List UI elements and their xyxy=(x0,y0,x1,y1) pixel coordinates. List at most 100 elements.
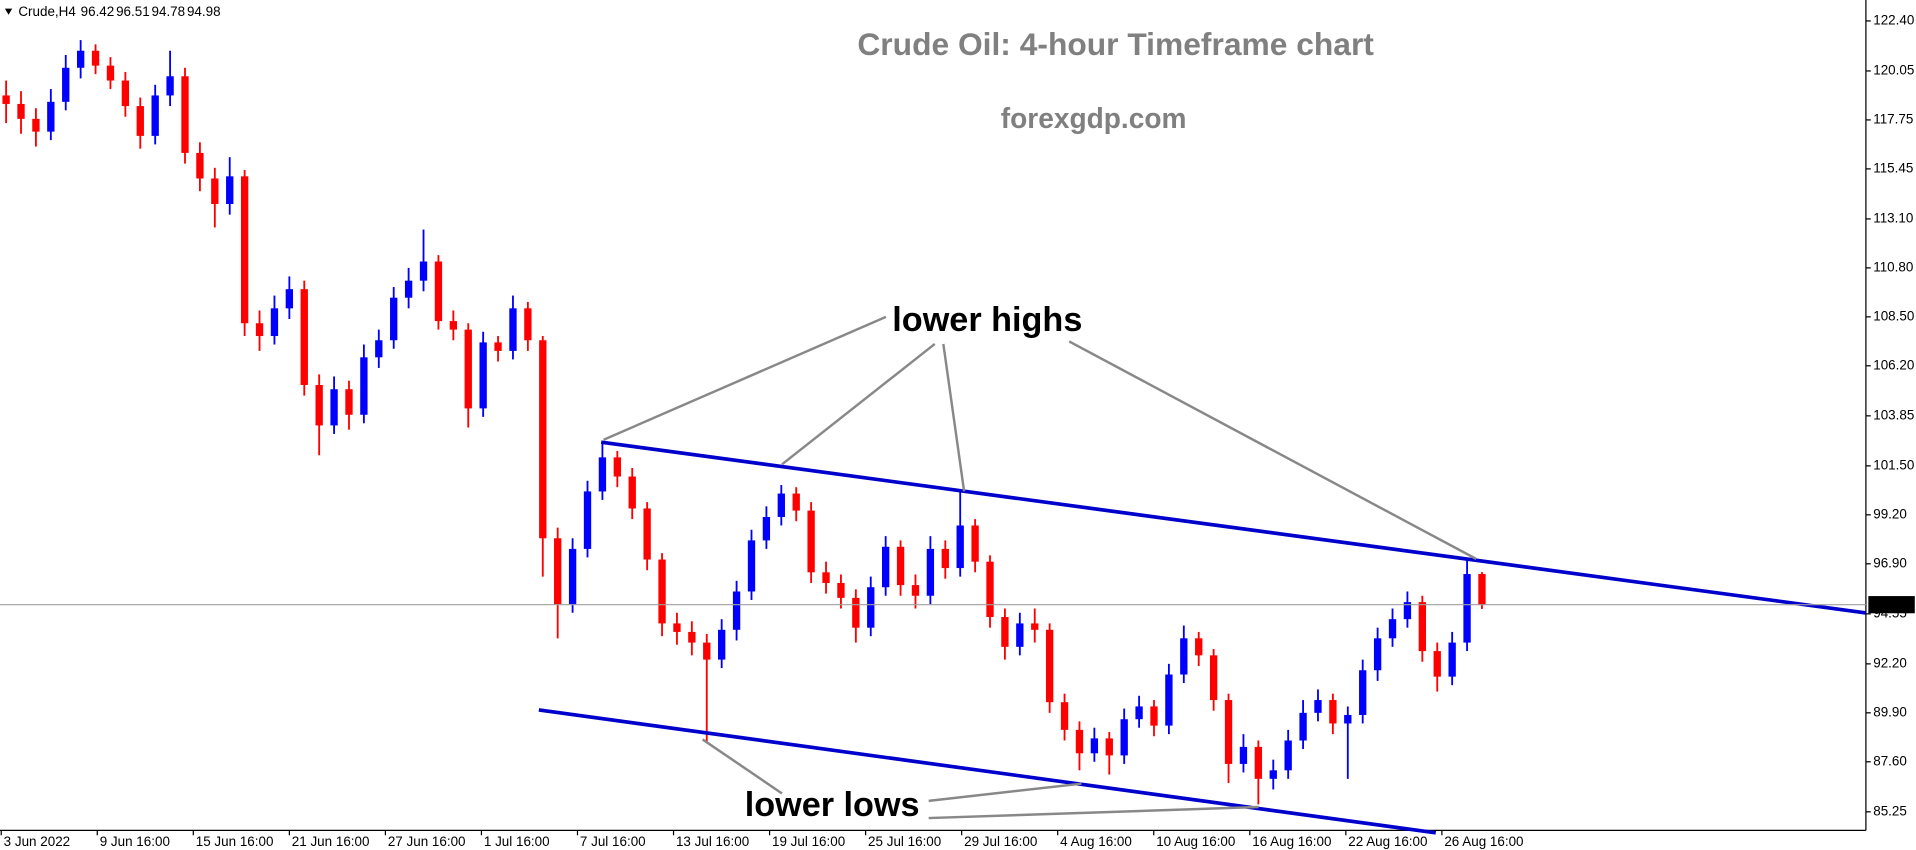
candle-body xyxy=(628,476,636,509)
candle-body xyxy=(539,340,547,539)
x-tick-label: 16 Aug 16:00 xyxy=(1252,834,1331,849)
y-tick-label: 117.75 xyxy=(1873,111,1913,126)
candle-body xyxy=(598,457,607,492)
candle-body xyxy=(330,389,338,426)
candle-body xyxy=(1433,651,1441,677)
candle-body xyxy=(718,629,726,660)
candle-body xyxy=(881,546,890,588)
candle-body xyxy=(703,642,711,660)
y-tick-label: 106.20 xyxy=(1873,357,1914,372)
candle-body xyxy=(643,508,651,560)
candle-body xyxy=(240,176,249,324)
candle-body xyxy=(91,50,100,66)
candle-body xyxy=(226,176,234,205)
candle-body xyxy=(1195,638,1203,656)
candle-body xyxy=(1224,700,1233,764)
candle-body xyxy=(419,261,428,281)
candle-body xyxy=(986,561,994,618)
header-close: 94.98 xyxy=(187,4,221,19)
upper-trend-line xyxy=(600,440,1867,615)
candle-body xyxy=(1478,574,1486,605)
candle-body xyxy=(1269,770,1277,779)
candle-body xyxy=(300,289,308,385)
chart-subtitle: forexgdp.com xyxy=(1001,102,1187,134)
candle-body xyxy=(1180,638,1188,675)
candle-body xyxy=(1254,746,1263,779)
y-tick-label: 120.05 xyxy=(1873,62,1914,77)
candle-body xyxy=(896,546,905,586)
candle-body xyxy=(136,106,144,136)
y-tick-label: 89.90 xyxy=(1873,704,1907,719)
candle-body xyxy=(568,548,577,605)
candle-body xyxy=(390,297,398,341)
candle-body xyxy=(32,118,40,132)
candle-body xyxy=(1344,714,1352,724)
candle-body xyxy=(345,389,353,415)
candle-body xyxy=(479,342,487,409)
last-price-label: 94.98 xyxy=(1872,596,1906,611)
candle-body xyxy=(106,65,115,81)
candle-body xyxy=(1299,712,1307,741)
candle-body xyxy=(1060,702,1069,730)
y-tick-label: 110.80 xyxy=(1873,259,1913,274)
candle-body xyxy=(181,76,189,153)
header-low: 94.78 xyxy=(152,4,186,19)
candle-body xyxy=(688,631,696,643)
candle-body xyxy=(76,50,85,68)
candle-body xyxy=(494,342,502,351)
candle-body xyxy=(166,76,174,96)
x-tick-label: 13 Jul 16:00 xyxy=(676,834,749,849)
candle-body xyxy=(1150,706,1158,726)
candle-body xyxy=(1045,629,1054,703)
candle-body xyxy=(434,261,443,322)
arrow xyxy=(942,343,966,492)
candle-body xyxy=(285,289,294,309)
candle-body xyxy=(583,491,592,549)
candle-body xyxy=(747,540,756,592)
candle-body xyxy=(762,516,771,541)
candle-body xyxy=(1314,700,1322,713)
candle-body xyxy=(62,67,70,102)
candle-body xyxy=(270,308,279,337)
candle-body xyxy=(971,525,979,562)
chart-title: Crude Oil: 4-hour Timeframe chart xyxy=(857,26,1374,62)
y-tick-label: 108.50 xyxy=(1873,308,1914,323)
candle-body xyxy=(613,457,621,477)
arrow xyxy=(1068,340,1477,560)
candle-body xyxy=(911,585,920,596)
symbol-label: Crude,H4 xyxy=(18,4,76,19)
candle-body xyxy=(375,340,383,358)
y-tick-label: 92.20 xyxy=(1873,655,1907,670)
candle-body xyxy=(926,548,935,596)
candle-body xyxy=(1135,706,1143,720)
y-tick-label: 85.25 xyxy=(1873,803,1907,818)
y-tick-label: 122.40 xyxy=(1873,12,1914,27)
arrow xyxy=(928,805,1259,820)
candle-body xyxy=(1418,602,1427,652)
candle-body xyxy=(777,493,785,517)
candle-body xyxy=(464,329,472,409)
x-tick-label: 27 Jun 16:00 xyxy=(388,834,466,849)
x-tick-label: 4 Aug 16:00 xyxy=(1060,834,1132,849)
x-tick-label: 3 Jun 2022 xyxy=(4,834,70,849)
candle-body xyxy=(1448,642,1456,677)
header-open: 96.42 xyxy=(81,4,115,19)
candle-body xyxy=(1373,638,1382,671)
candle-body xyxy=(807,510,815,573)
candle-body xyxy=(1090,738,1099,754)
menu-triangle[interactable] xyxy=(4,8,13,15)
arrow xyxy=(603,315,887,441)
y-tick-label: 113.10 xyxy=(1873,210,1913,225)
y-tick-label: 101.50 xyxy=(1873,457,1914,472)
candle-body xyxy=(732,591,741,630)
candle-body xyxy=(449,321,458,330)
arrow xyxy=(928,782,1082,803)
candle-body xyxy=(47,101,55,132)
candle-body xyxy=(1075,729,1084,754)
candle-body xyxy=(255,323,264,337)
candle-body xyxy=(941,548,949,569)
candle-body xyxy=(404,280,413,298)
